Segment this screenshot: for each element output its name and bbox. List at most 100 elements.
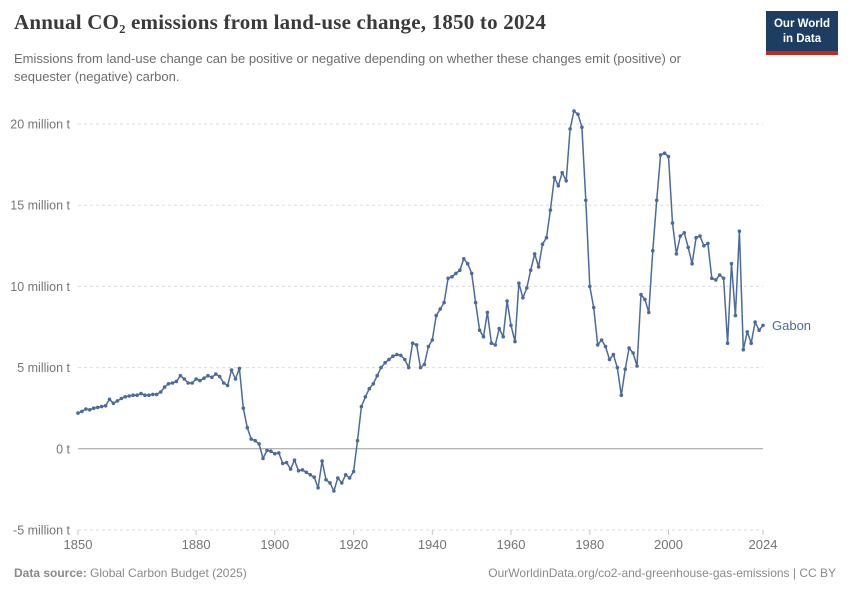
data-point: [237, 366, 242, 371]
data-point: [355, 438, 360, 443]
data-point: [249, 437, 253, 441]
data-source-label: Data source:: [14, 566, 87, 580]
series-label-gabon[interactable]: Gabon: [772, 318, 811, 333]
data-point: [745, 330, 750, 334]
data-point: [214, 372, 218, 376]
data-point: [753, 320, 757, 324]
data-point: [292, 458, 297, 463]
data-point: [627, 346, 631, 350]
data-point: [489, 341, 494, 346]
data-point: [123, 395, 127, 399]
owid-logo[interactable]: Our World in Data: [765, 11, 838, 55]
data-point: [111, 401, 116, 406]
data-point: [647, 310, 651, 315]
data-point: [473, 300, 478, 305]
series-gabon[interactable]: [76, 109, 765, 493]
data-point: [532, 252, 537, 256]
data-point: [619, 393, 624, 398]
data-point: [426, 344, 431, 349]
data-point: [95, 405, 100, 410]
data-point: [273, 451, 277, 456]
data-point: [521, 296, 525, 300]
data-point: [221, 381, 226, 385]
page-title: Annual CO₂ emissions from land-use chang…: [14, 10, 547, 34]
y-axis-label: 5 million t: [17, 361, 70, 375]
data-point: [253, 438, 257, 443]
data-point: [674, 252, 679, 256]
data-point: [536, 265, 541, 269]
data-point: [269, 449, 273, 454]
data-point: [265, 448, 269, 453]
data-point: [450, 274, 454, 279]
data-point: [131, 393, 135, 398]
data-point: [591, 305, 596, 310]
data-point: [107, 397, 112, 402]
data-point: [174, 379, 179, 384]
data-point: [690, 261, 694, 266]
data-point: [202, 376, 206, 381]
data-point: [737, 229, 742, 233]
data-point: [328, 481, 332, 485]
data-point: [584, 198, 588, 203]
data-point: [367, 386, 372, 391]
data-source: Data source: Global Carbon Budget (2025): [14, 566, 247, 580]
data-point: [206, 373, 210, 378]
data-point: [343, 473, 348, 477]
footer-link[interactable]: OurWorldinData.org/co2-and-greenhouse-ga…: [488, 566, 836, 580]
data-point: [158, 390, 163, 394]
data-point: [166, 382, 171, 386]
data-point: [714, 278, 718, 282]
data-point: [300, 468, 305, 472]
data-point: [509, 323, 513, 328]
data-point: [418, 365, 423, 370]
data-point: [186, 381, 190, 385]
data-point: [383, 360, 387, 365]
chart-footer: Data source: Global Carbon Budget (2025)…: [14, 566, 836, 580]
data-point: [761, 323, 765, 328]
data-point: [481, 334, 486, 339]
data-point: [261, 456, 265, 461]
data-point: [80, 409, 84, 414]
data-point: [280, 461, 285, 466]
data-point: [729, 261, 734, 266]
data-point: [501, 334, 506, 339]
data-point: [615, 365, 620, 370]
data-point: [595, 343, 600, 347]
data-point: [351, 469, 356, 474]
data-point: [430, 338, 435, 342]
data-point: [710, 276, 714, 281]
data-point: [403, 357, 407, 362]
data-point: [717, 273, 722, 277]
data-point: [469, 271, 474, 276]
data-point: [154, 392, 159, 397]
data-point: [477, 328, 482, 333]
data-point: [84, 407, 88, 411]
data-point: [162, 385, 167, 389]
data-point: [678, 234, 683, 238]
x-axis-label: 2024: [749, 537, 778, 552]
data-point: [599, 338, 604, 342]
data-point: [517, 281, 521, 286]
data-point: [568, 127, 572, 131]
data-point: [245, 425, 250, 430]
data-point: [88, 408, 92, 412]
data-point: [312, 475, 317, 480]
series-line-gabon[interactable]: [77, 110, 764, 492]
data-point: [658, 153, 663, 157]
data-point: [438, 307, 443, 311]
data-point: [544, 235, 549, 240]
data-point: [127, 394, 131, 398]
data-point: [725, 341, 730, 346]
chart-subtitle: Emissions from land-use change can be po…: [14, 51, 681, 85]
data-point: [741, 347, 746, 352]
x-axis-label: 1980: [575, 537, 604, 552]
data-point: [706, 241, 710, 246]
data-point: [528, 268, 533, 273]
data-point: [493, 343, 498, 347]
data-point: [76, 411, 80, 415]
data-point: [462, 257, 466, 261]
data-point: [603, 344, 608, 349]
data-point: [143, 393, 147, 398]
